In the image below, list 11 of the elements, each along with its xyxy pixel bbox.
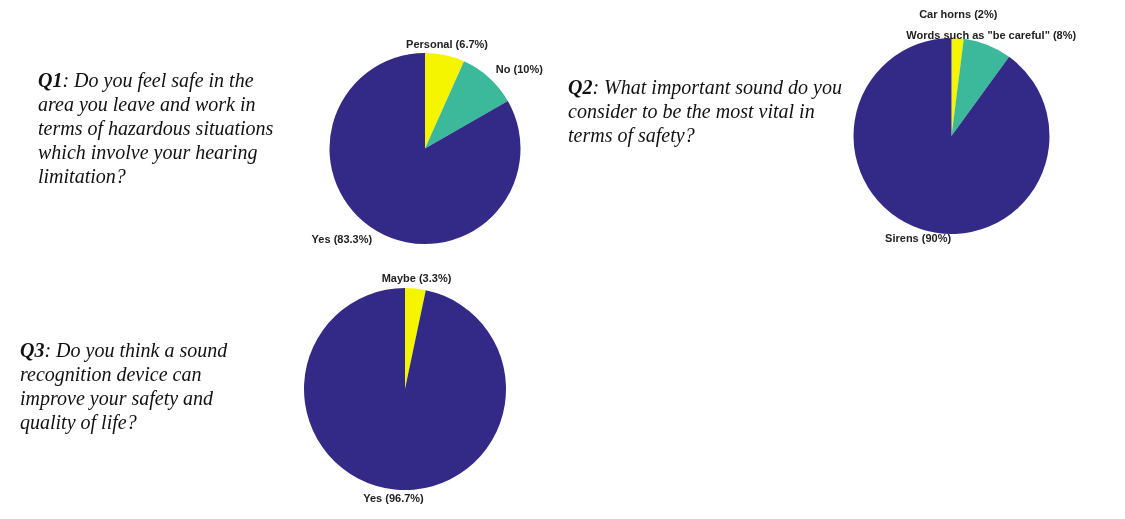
slice-label: Sirens (90%) xyxy=(885,231,952,244)
slice-label: Maybe (3.3%) xyxy=(381,271,452,284)
slice-label: No (10%) xyxy=(495,63,544,76)
slice-label: Words such as "be careful" (8%) xyxy=(906,28,1077,41)
text: Q1: Do you feel safe in the area you leave and work in terms of hazardous situations which involve your hearing limitation? xyxy=(38,68,275,188)
text: Q2: What important sound do you consider to be the most vital in terms of safety? xyxy=(568,75,843,147)
slice-label: Yes (83.3%) xyxy=(311,232,373,245)
text: Q3: Do you think a sound recognition device can improve your safety and quality of life? xyxy=(20,338,229,434)
slice-label: Yes (96.7%) xyxy=(363,492,425,505)
slice-label: Car horns (2%) xyxy=(919,8,998,21)
slice-label: Personal (6.7%) xyxy=(406,38,489,51)
